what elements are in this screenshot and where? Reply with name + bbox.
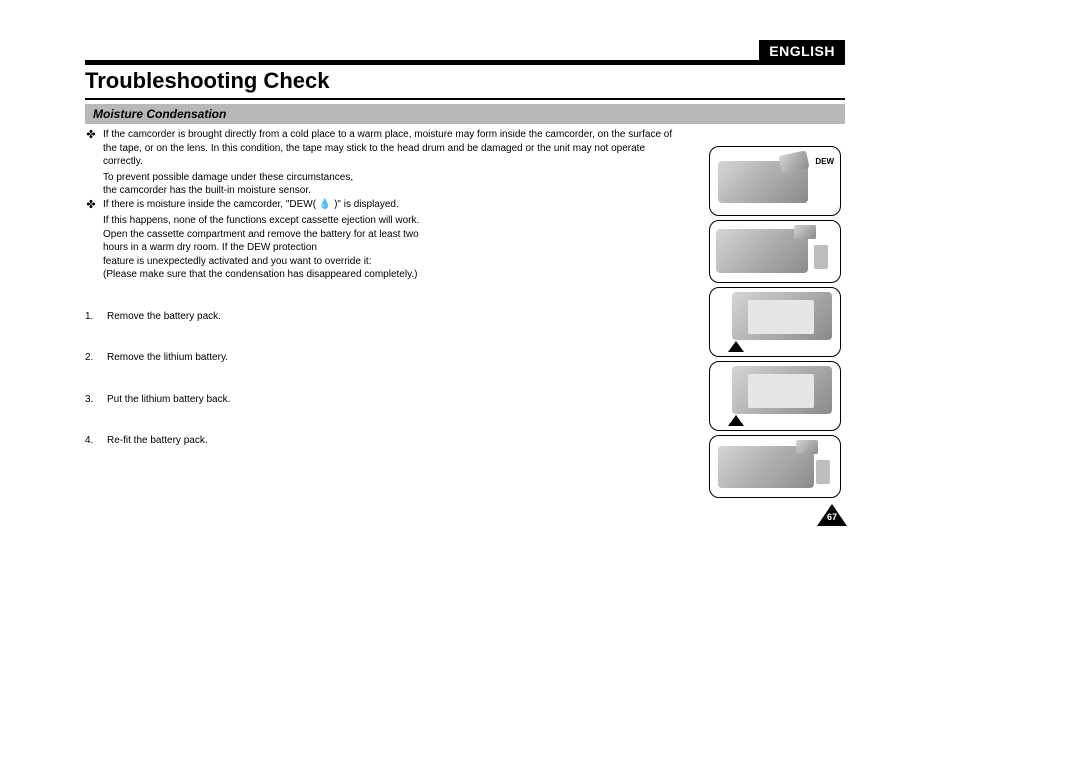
top-rule: ENGLISH xyxy=(85,60,845,65)
page-number: 67 xyxy=(824,512,840,522)
followup-line: hours in a warm dry room. If the DEW pro… xyxy=(103,241,687,255)
page-title: Troubleshooting Check xyxy=(85,66,845,100)
illustration-column: DEW xyxy=(705,146,845,526)
step-number: 4. xyxy=(85,434,99,448)
illustration-panel-4 xyxy=(709,361,841,431)
step-item: 1. Remove the battery pack. xyxy=(85,310,687,324)
section-heading: Moisture Condensation xyxy=(85,104,845,124)
page-number-marker: 67 xyxy=(817,504,847,526)
step-number: 3. xyxy=(85,393,99,407)
step-text: Put the lithium battery back. xyxy=(107,393,230,407)
followup-line: Open the cassette compartment and remove… xyxy=(103,228,687,242)
illustration-panel-5 xyxy=(709,435,841,498)
dew-label: DEW xyxy=(815,157,834,166)
illustration-panel-2 xyxy=(709,220,841,283)
note-line: To prevent possible damage under these c… xyxy=(103,171,687,185)
manual-page: ENGLISH Troubleshooting Check Moisture C… xyxy=(0,0,1080,526)
step-text: Remove the lithium battery. xyxy=(107,351,228,365)
bullet-item: ✤ If the camcorder is brought directly f… xyxy=(85,128,687,169)
bullet-icon: ✤ xyxy=(85,198,97,213)
step-item: 2. Remove the lithium battery. xyxy=(85,351,687,365)
step-item: 4. Re-fit the battery pack. xyxy=(85,434,687,448)
language-badge: ENGLISH xyxy=(759,40,845,62)
arrow-up-icon xyxy=(728,341,744,352)
bullet-item: ✤ If there is moisture inside the camcor… xyxy=(85,198,687,213)
step-text: Remove the battery pack. xyxy=(107,310,221,324)
note-line: the camcorder has the built-in moisture … xyxy=(103,184,687,198)
step-text: Re-fit the battery pack. xyxy=(107,434,208,448)
content-row: ✤ If the camcorder is brought directly f… xyxy=(85,128,845,526)
bullet-text: If the camcorder is brought directly fro… xyxy=(103,128,687,169)
followup-line: feature is unexpectedly activated and yo… xyxy=(103,255,687,269)
step-number: 2. xyxy=(85,351,99,365)
step-number: 1. xyxy=(85,310,99,324)
step-item: 3. Put the lithium battery back. xyxy=(85,393,687,407)
illustration-panel-1: DEW xyxy=(709,146,841,216)
text-column: ✤ If the camcorder is brought directly f… xyxy=(85,128,687,526)
bullet-text: If there is moisture inside the camcorde… xyxy=(103,198,687,213)
arrow-up-icon xyxy=(728,415,744,426)
followup-line: If this happens, none of the functions e… xyxy=(103,214,687,228)
bullet-icon: ✤ xyxy=(85,128,97,169)
followup-line: (Please make sure that the condensation … xyxy=(103,268,687,282)
illustration-panel-3 xyxy=(709,287,841,357)
